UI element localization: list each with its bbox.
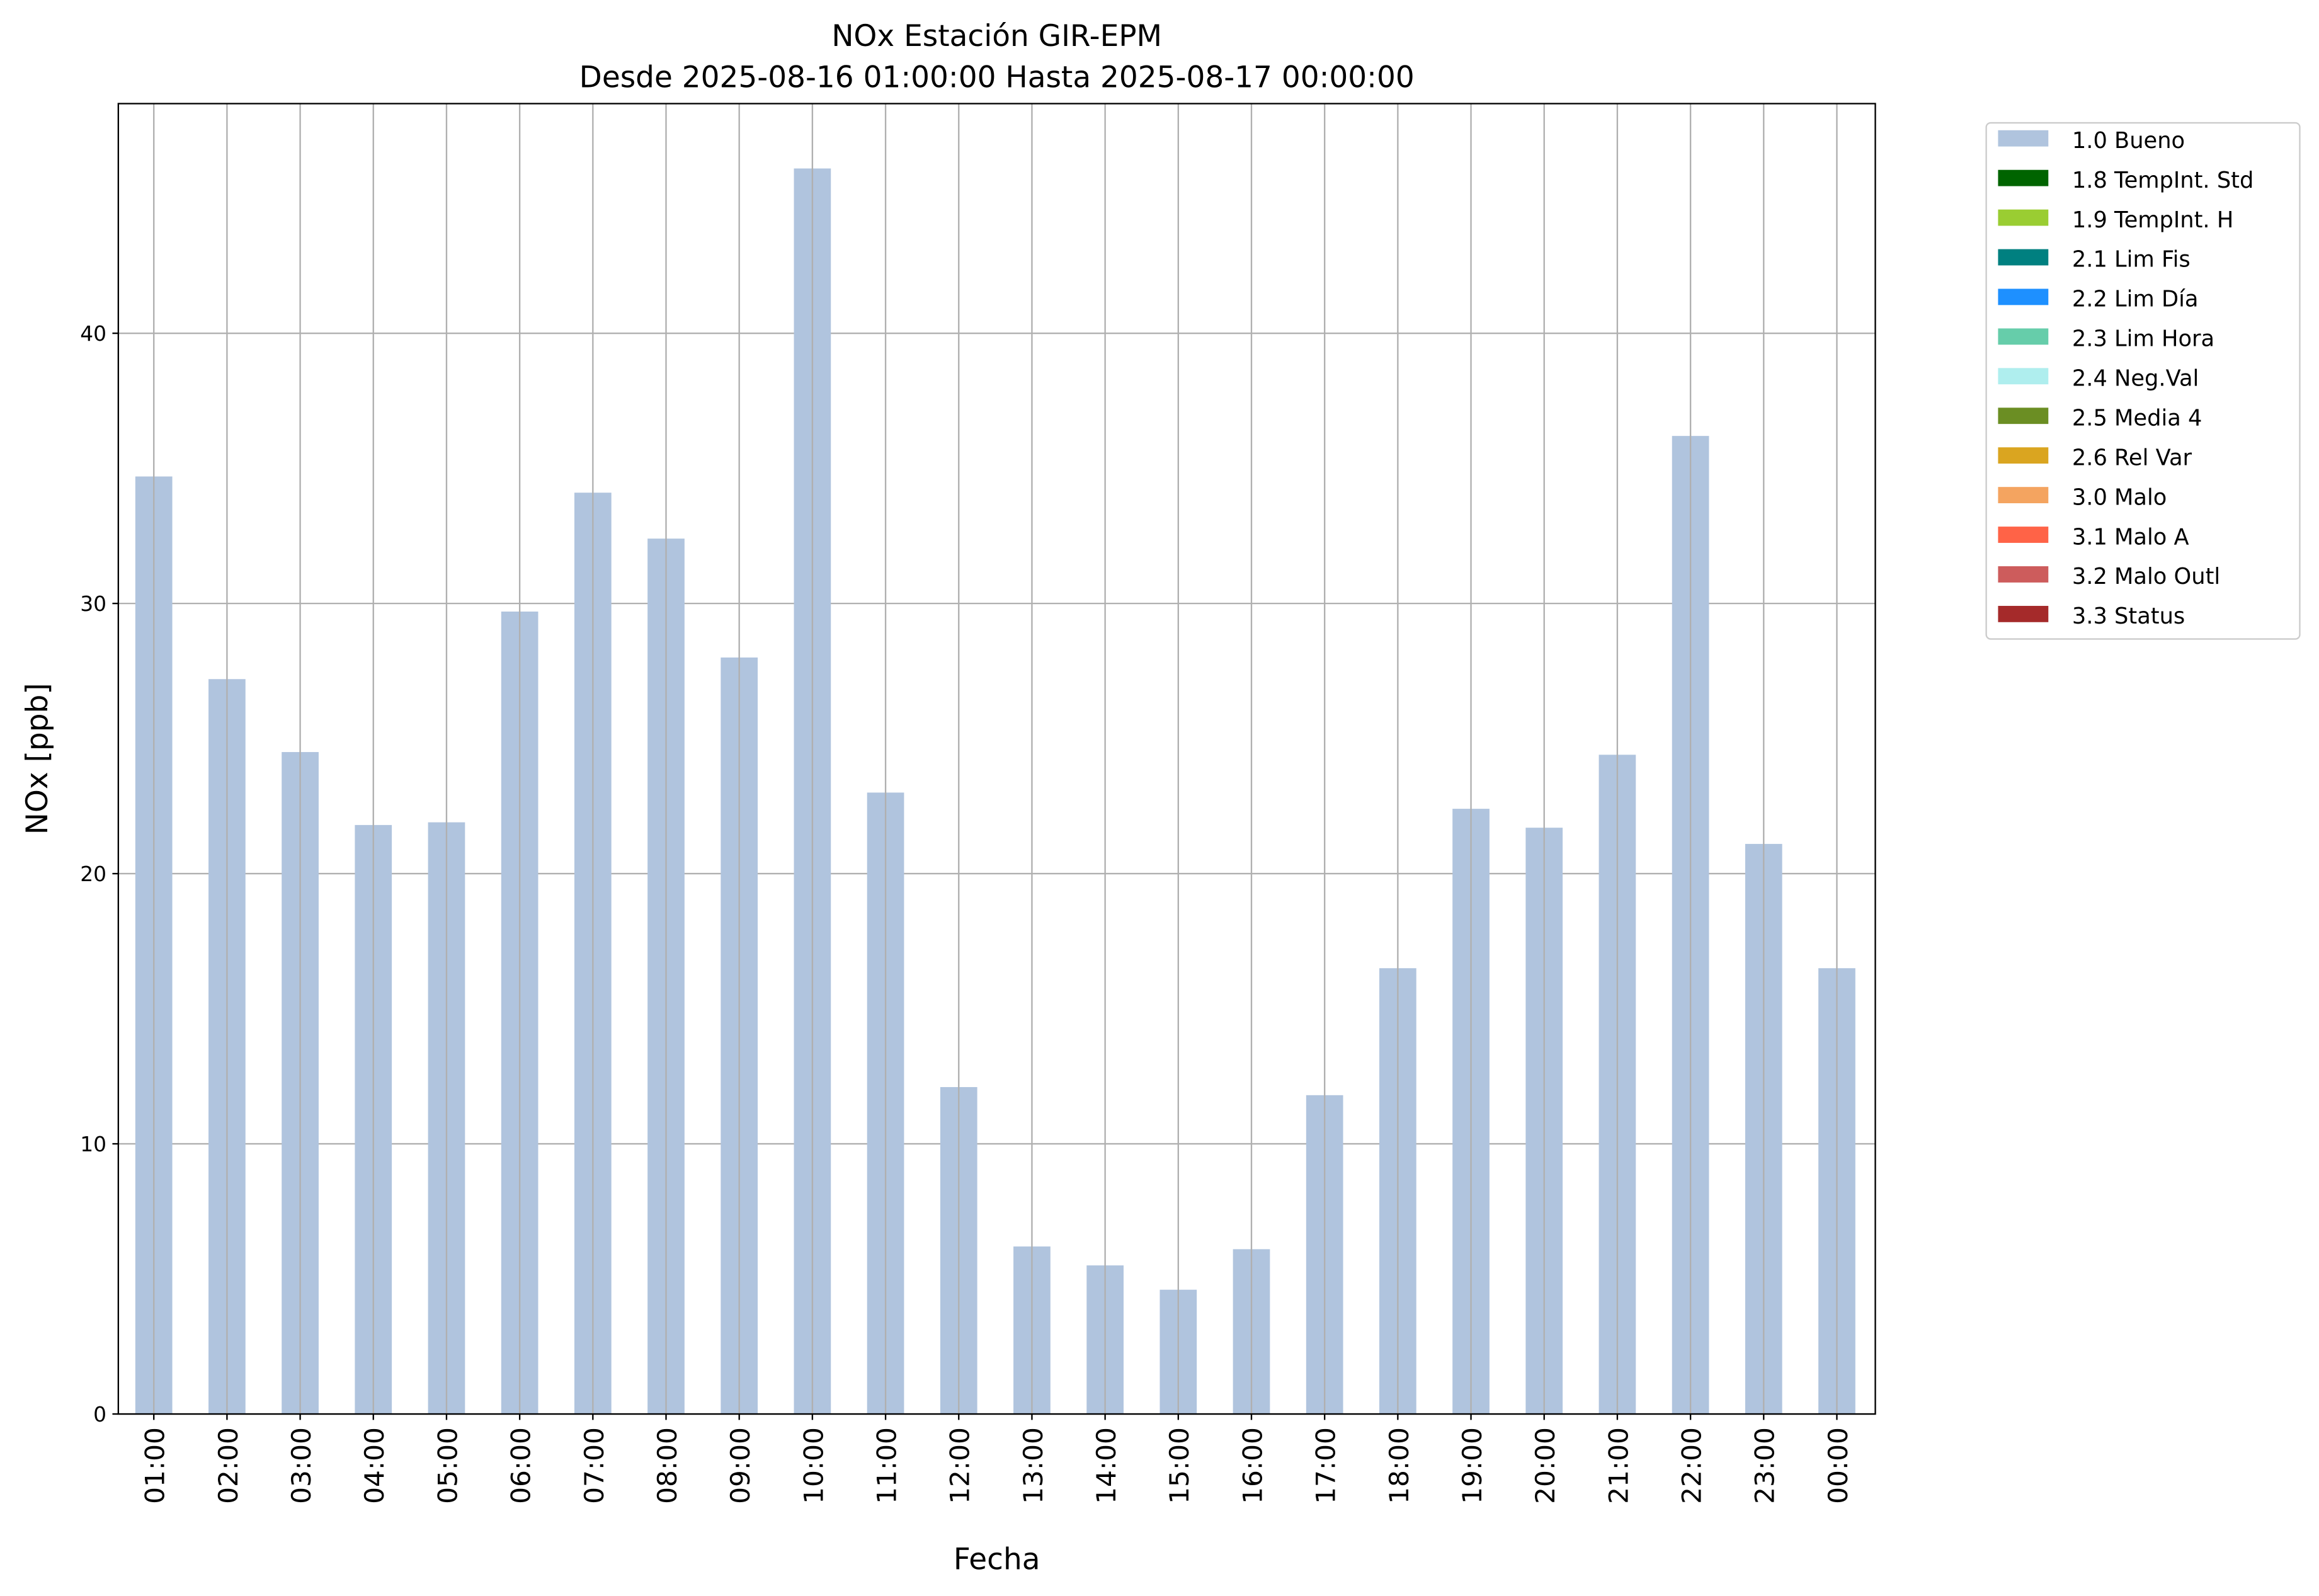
x-tick-label: 14:00: [1091, 1427, 1122, 1504]
x-tick-label: 12:00: [945, 1427, 976, 1504]
legend-swatch: [1998, 487, 2049, 504]
legend-swatch: [1998, 249, 2049, 266]
x-tick-label: 05:00: [432, 1427, 463, 1504]
legend-label: 3.1 Malo A: [2072, 524, 2189, 550]
x-tick-label: 21:00: [1603, 1427, 1634, 1504]
legend-label: 3.2 Malo Outl: [2072, 564, 2220, 590]
x-axis-label: Fecha: [954, 1542, 1040, 1577]
y-tick-label: 20: [80, 862, 106, 886]
plot-frame: [117, 103, 1876, 1415]
y-axis-label: NOx [ppb]: [20, 683, 55, 835]
legend-swatch: [1998, 605, 2049, 622]
legend-label: 2.6 Rel Var: [2072, 445, 2192, 470]
legend-label: 1.9 TempInt. H: [2072, 207, 2233, 233]
legend-label: 2.3 Lim Hora: [2072, 326, 2214, 352]
x-tick-label: 16:00: [1237, 1427, 1268, 1504]
x-tick-label: 23:00: [1750, 1427, 1781, 1504]
legend-swatch: [1998, 408, 2049, 425]
legend-swatch: [1998, 169, 2049, 186]
legend-label: 1.0 Bueno: [2072, 128, 2185, 154]
legend-swatch: [1998, 288, 2049, 305]
legend-swatch: [1998, 328, 2049, 345]
legend-label: 2.1 Lim Fis: [2072, 247, 2191, 273]
legend-label: 2.4 Neg.Val: [2072, 366, 2199, 392]
y-tick-label: 10: [80, 1132, 106, 1156]
legend-label: 3.3 Status: [2072, 603, 2185, 629]
chart-subtitle: Desde 2025-08-16 01:00:00 Hasta 2025-08-…: [579, 60, 1415, 95]
legend-label: 3.0 Malo: [2072, 484, 2167, 510]
x-tick-label: 19:00: [1457, 1427, 1488, 1504]
x-tick-label: 13:00: [1018, 1427, 1049, 1504]
y-tick-label: 0: [93, 1402, 106, 1427]
x-tick-label: 07:00: [579, 1427, 610, 1504]
x-tick-label: 08:00: [652, 1427, 683, 1504]
legend: 1.0 Bueno 1.8 TempInt. Std 1.9 TempInt. H 2…: [1985, 122, 2301, 640]
legend-frame: [1985, 122, 2301, 640]
y-tick-label: 40: [80, 321, 106, 346]
x-tick-label: 15:00: [1164, 1427, 1195, 1504]
legend-swatch: [1998, 368, 2049, 385]
legend-label: 2.5 Media 4: [2072, 405, 2202, 431]
vertical-grid-lines: [153, 103, 1838, 1415]
legend-swatch: [1998, 447, 2049, 464]
legend-swatch: [1998, 209, 2049, 226]
x-tick-label: 11:00: [872, 1427, 903, 1504]
legend-label: 2.2 Lim Día: [2072, 287, 2199, 312]
x-tick-label: 22:00: [1677, 1427, 1707, 1504]
y-tick-label: 30: [80, 591, 106, 616]
x-tick-label: 20:00: [1530, 1427, 1561, 1504]
x-tick-label: 04:00: [359, 1427, 390, 1504]
legend-label: 1.8 TempInt. Std: [2072, 168, 2254, 193]
legend-swatch: [1998, 130, 2049, 147]
bars: [135, 168, 1855, 1415]
x-tick-label: 10:00: [798, 1427, 829, 1504]
x-tick-label: 18:00: [1384, 1427, 1415, 1504]
legend-swatch: [1998, 527, 2049, 543]
x-tick-label: 06:00: [506, 1427, 537, 1504]
x-tick-label: 09:00: [725, 1427, 756, 1504]
x-tick-label: 03:00: [286, 1427, 317, 1504]
legend-swatch: [1998, 566, 2049, 583]
chart-title: NOx Estación GIR-EPM: [831, 19, 1162, 54]
x-tick-label: 02:00: [213, 1427, 244, 1504]
y-axis-ticks: 0 10 20 30 40: [80, 321, 118, 1427]
x-axis-ticks: 01:00 02:00 03:00 04:00 05:00 06:00 07:00 08:00…: [140, 1414, 1854, 1504]
x-tick-label: 00:00: [1823, 1427, 1854, 1504]
x-tick-label: 01:00: [140, 1427, 171, 1504]
x-tick-label: 17:00: [1311, 1427, 1342, 1504]
